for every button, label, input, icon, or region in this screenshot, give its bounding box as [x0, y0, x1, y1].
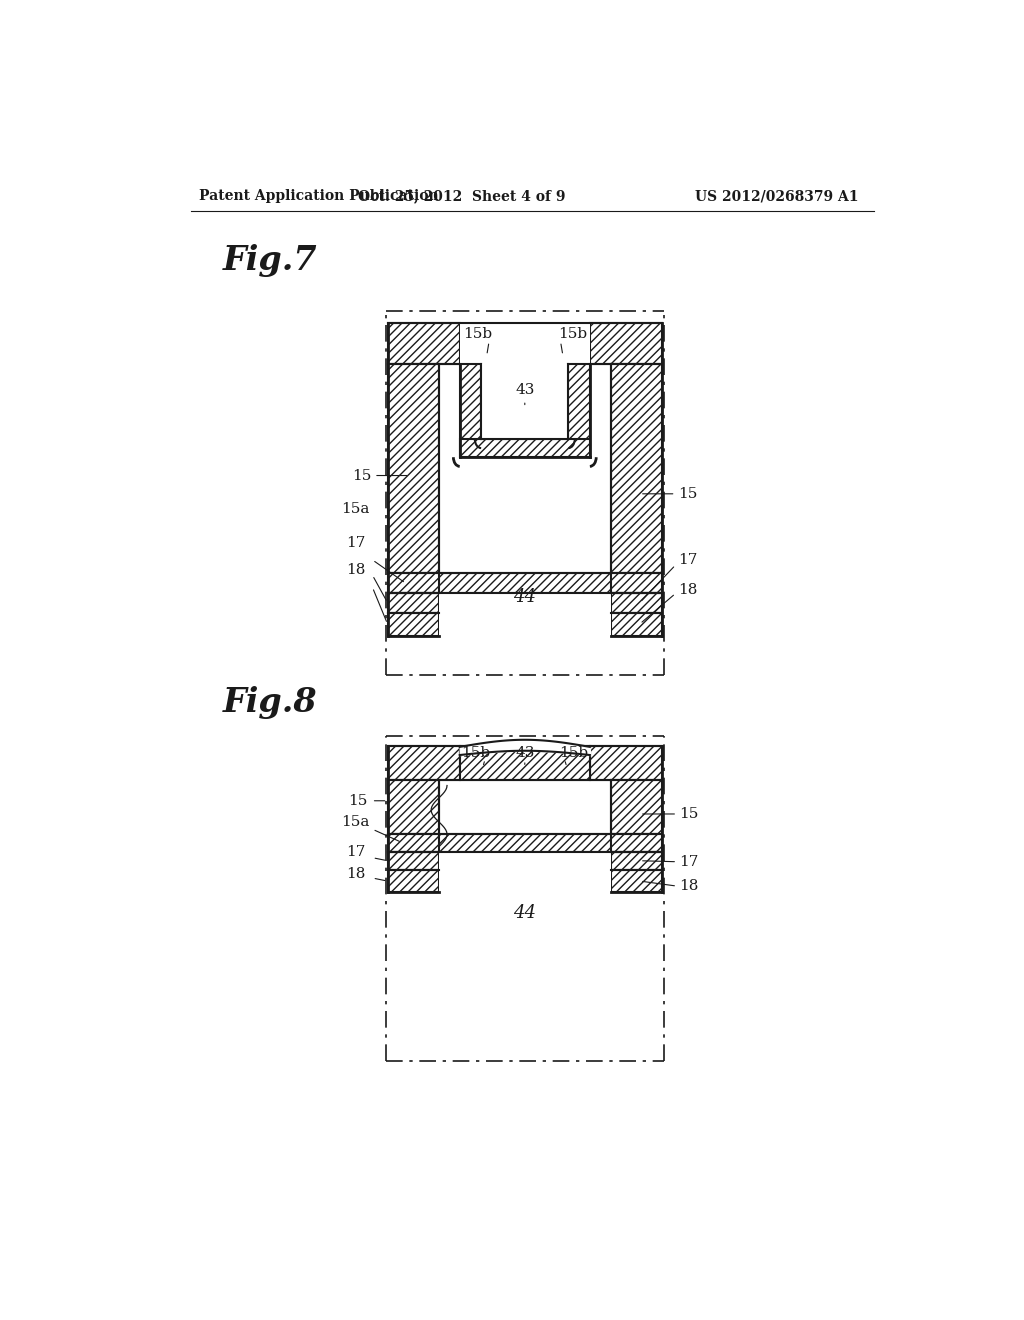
Polygon shape — [610, 594, 663, 612]
Polygon shape — [610, 851, 663, 870]
Text: Fig.7: Fig.7 — [223, 244, 317, 277]
Text: Oct. 25, 2012  Sheet 4 of 9: Oct. 25, 2012 Sheet 4 of 9 — [357, 189, 565, 203]
Polygon shape — [387, 573, 663, 594]
Text: 15: 15 — [352, 469, 372, 483]
Text: 15b: 15b — [558, 327, 587, 342]
Polygon shape — [387, 746, 460, 780]
Polygon shape — [387, 851, 439, 870]
Text: 17: 17 — [346, 845, 366, 858]
Polygon shape — [387, 780, 439, 834]
Text: 15: 15 — [679, 807, 698, 821]
Polygon shape — [481, 364, 568, 440]
Text: US 2012/0268379 A1: US 2012/0268379 A1 — [694, 189, 858, 203]
Polygon shape — [439, 851, 610, 903]
Text: 18: 18 — [346, 867, 366, 880]
Text: 15a: 15a — [342, 816, 370, 829]
Polygon shape — [439, 594, 610, 647]
Text: 15: 15 — [678, 487, 697, 500]
Polygon shape — [460, 364, 481, 457]
Polygon shape — [387, 834, 663, 851]
Polygon shape — [568, 364, 590, 457]
Text: 15: 15 — [348, 793, 368, 808]
Text: 18: 18 — [678, 583, 697, 598]
Polygon shape — [387, 612, 439, 636]
Text: 15b: 15b — [464, 327, 493, 342]
Text: 18: 18 — [679, 879, 698, 894]
Polygon shape — [460, 323, 590, 364]
Text: 43: 43 — [515, 746, 535, 760]
Text: Fig.8: Fig.8 — [223, 685, 317, 718]
Text: 44: 44 — [513, 904, 537, 921]
Polygon shape — [387, 323, 460, 364]
Polygon shape — [610, 612, 663, 636]
Text: 43: 43 — [515, 383, 535, 397]
Text: 44: 44 — [513, 589, 537, 606]
Polygon shape — [460, 746, 590, 780]
Polygon shape — [610, 780, 663, 834]
Polygon shape — [387, 364, 439, 573]
Polygon shape — [387, 594, 439, 612]
Text: 18: 18 — [346, 564, 366, 577]
Polygon shape — [610, 870, 663, 892]
Polygon shape — [610, 364, 663, 573]
Polygon shape — [590, 323, 663, 364]
Polygon shape — [590, 746, 663, 780]
Text: 15b: 15b — [461, 746, 490, 760]
Polygon shape — [460, 440, 590, 457]
Text: 15b: 15b — [559, 746, 589, 760]
Text: Patent Application Publication: Patent Application Publication — [200, 189, 439, 203]
Text: 15a: 15a — [342, 502, 370, 516]
Text: 17: 17 — [679, 855, 698, 869]
Text: 17: 17 — [678, 553, 697, 566]
Polygon shape — [387, 870, 439, 892]
Text: 17: 17 — [346, 536, 366, 549]
